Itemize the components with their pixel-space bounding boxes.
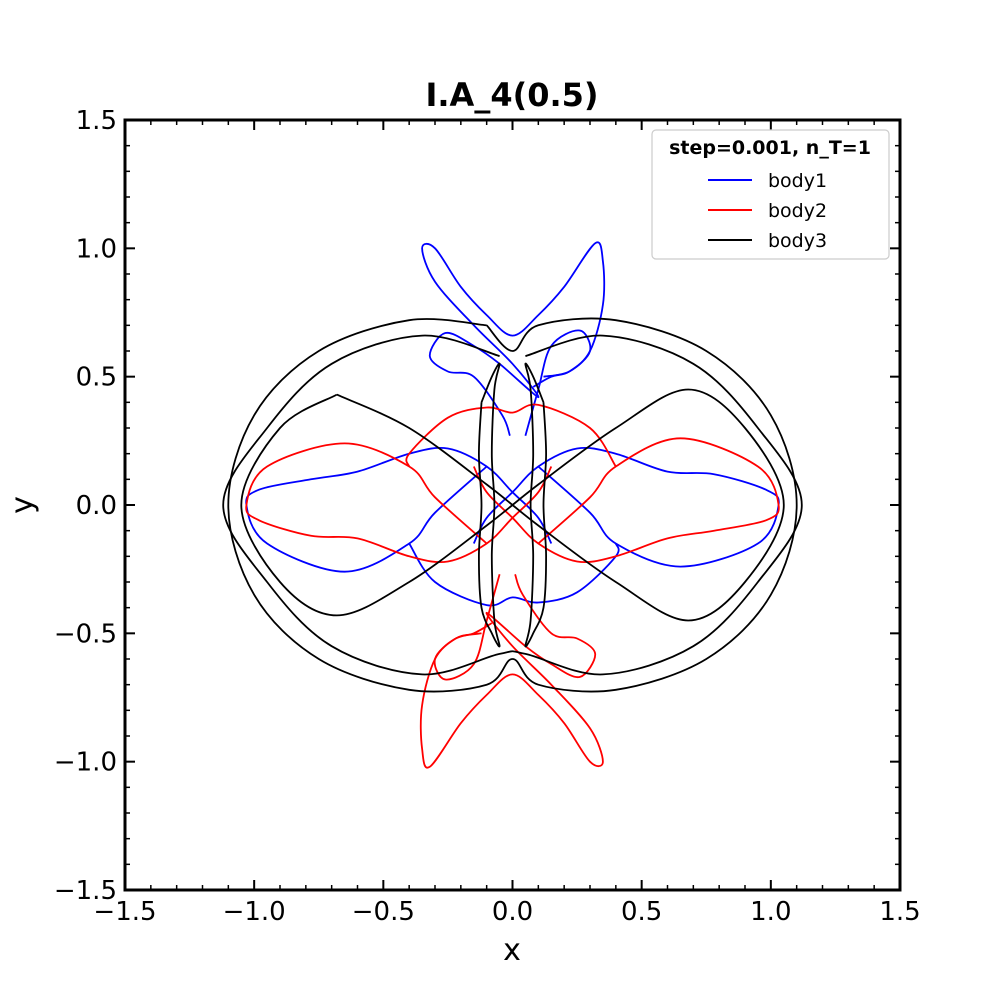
x-tick-label: 0.5 [621,897,662,927]
x-tick-label: −1.5 [93,897,156,927]
legend-title: step=0.001, n_T=1 [669,137,871,159]
body3-trajectory-2 [222,334,803,676]
legend: step=0.001, n_T=1 body1 body2 body3 [651,129,890,260]
y-tick-label: −0.5 [54,619,117,649]
x-axis-label: x [503,933,521,968]
x-tick-label: 0.0 [492,897,533,927]
body3-trajectory-4 [477,362,501,648]
y-tick-label: −1.0 [54,748,117,778]
body2-trajectory-5 [433,574,501,681]
body3-trajectory-1 [227,317,798,693]
y-tick-label: 1.0 [76,234,117,264]
y-tick-label: 1.5 [76,106,117,136]
y-tick-label: 0.5 [76,363,117,393]
x-tick-label: 1.0 [750,897,791,927]
body2-trajectory-2 [472,437,780,564]
x-tick-label: −1.0 [223,897,286,927]
body1-trajectory-3 [408,542,620,607]
y-axis-label: y [5,496,40,514]
ticks-layer: −1.5 −1.0 −0.5 0.0 0.5 1.0 1.5 −1.5 −1.0 −0.5 0.0 0… [54,106,921,927]
chart-title: I.A_4(0.5) [425,76,598,114]
body2-trajectory-3 [405,403,617,468]
legend-label-body2: body2 [768,200,827,222]
body3-trajectory-5 [524,362,548,648]
x-tick-label: −0.5 [352,897,415,927]
y-tick-label: −1.5 [54,876,117,906]
body1-trajectory-4 [421,241,606,437]
body3-trajectory-3 [240,388,785,622]
curves-layer [222,241,803,769]
legend-box [651,129,890,260]
body2-trajectory-4 [419,573,604,769]
plot-frame [123,118,902,892]
body2-trajectory-1 [245,442,553,564]
legend-label-body1: body1 [768,170,827,192]
body1-trajectory-2 [245,446,553,573]
legend-label-body3: body3 [768,230,827,252]
y-tick-label: 0.0 [76,491,117,521]
body1-trajectory-1 [472,446,780,568]
x-tick-label: 1.5 [879,897,920,927]
